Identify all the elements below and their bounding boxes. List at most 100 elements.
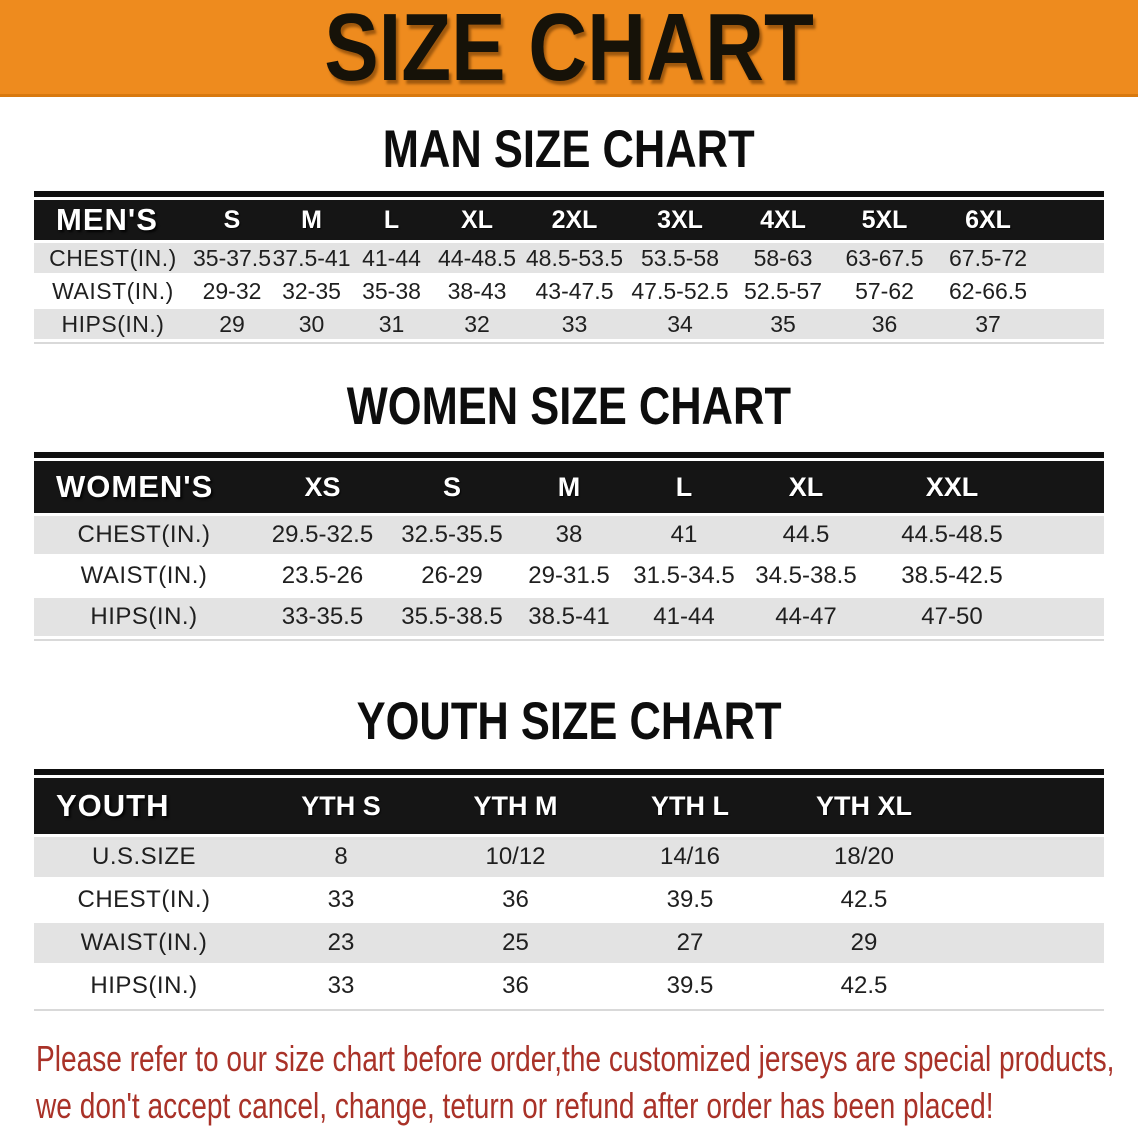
value-cell: 33-35.5: [254, 598, 391, 636]
value-cell: 18/20: [777, 837, 951, 877]
value-cell: 34.5-38.5: [743, 557, 869, 595]
row-label-cell: WAIST(IN.): [34, 276, 192, 306]
value-cell: 36: [833, 309, 936, 339]
disclaimer-line-1: Please refer to our size chart before or…: [36, 1038, 1115, 1079]
disclaimer-row-1: Please refer to our size chart before or…: [36, 1035, 1138, 1082]
value-cell: 33: [254, 880, 428, 920]
measurement-row: WAIST(IN.) 23.5-26 26-29 29-31.5 31.5-34.5 34…: [34, 557, 1104, 595]
column-header-cell: L: [351, 200, 432, 240]
value-cell: 42.5: [777, 966, 951, 1006]
column-header-cell: M: [513, 461, 625, 513]
youth-size-section: YOUTH SIZE CHART YOUTH YTH S YTH M YTH L YTH…: [0, 695, 1138, 1011]
header-filler-cell: [1035, 461, 1104, 513]
value-cell: 62-66.5: [936, 276, 1040, 306]
measurement-row: HIPS(IN.) 29 30 31 32 33 34 35 36 37: [34, 309, 1104, 339]
table-title-cell: YOUTH: [34, 778, 254, 834]
row-label-cell: CHEST(IN.): [34, 516, 254, 554]
value-cell: 36: [428, 966, 603, 1006]
youth-size-table: YOUTH YTH S YTH M YTH L YTH XL U.S.SIZE 8 10/12…: [34, 769, 1104, 1011]
value-cell: 38: [513, 516, 625, 554]
value-cell: 42.5: [777, 880, 951, 920]
measurement-row: CHEST(IN.) 35-37.5 37.5-41 41-44 44-48.5 48.5…: [34, 243, 1104, 273]
column-header-cell: 2XL: [522, 200, 627, 240]
value-cell: 29.5-32.5: [254, 516, 391, 554]
value-cell: 10/12: [428, 837, 603, 877]
size-header-row: WOMEN'S XS S M L XL XXL: [34, 461, 1104, 513]
column-header-cell: YTH L: [603, 778, 777, 834]
measurement-row: HIPS(IN.) 33 36 39.5 42.5: [34, 966, 1104, 1006]
value-cell: 39.5: [603, 880, 777, 920]
row-filler-cell: [1040, 276, 1104, 306]
value-cell: 35: [733, 309, 833, 339]
men-section-heading-wrap: MAN SIZE CHART: [0, 123, 1138, 177]
row-filler-cell: [1040, 243, 1104, 273]
men-size-table: MEN'S S M L XL 2XL 3XL 4XL 5XL 6XL CHEST(IN.) 35-37…: [34, 191, 1104, 344]
column-header-cell: S: [192, 200, 272, 240]
row-filler-cell: [951, 880, 1104, 920]
banner: SIZE CHART: [0, 0, 1138, 97]
value-cell: 44.5: [743, 516, 869, 554]
value-cell: 41: [625, 516, 743, 554]
value-cell: 34: [627, 309, 733, 339]
row-label-cell: WAIST(IN.): [34, 923, 254, 963]
value-cell: 23: [254, 923, 428, 963]
value-cell: 23.5-26: [254, 557, 391, 595]
measurement-row: HIPS(IN.) 33-35.5 35.5-38.5 38.5-41 41-44 44-…: [34, 598, 1104, 636]
disclaimer-line-2: we don't accept cancel, change, teturn o…: [36, 1085, 994, 1126]
header-filler-cell: [951, 778, 1104, 834]
disclaimer: Please refer to our size chart before or…: [0, 1035, 1138, 1129]
value-cell: 32.5-35.5: [391, 516, 513, 554]
column-header-cell: XL: [432, 200, 522, 240]
value-cell: 31.5-34.5: [625, 557, 743, 595]
column-header-cell: XL: [743, 461, 869, 513]
men-size-section: MAN SIZE CHART MEN'S S M L XL 2XL 3XL 4XL 5XL 6XL…: [0, 123, 1138, 344]
value-cell: 30: [272, 309, 351, 339]
value-cell: 57-62: [833, 276, 936, 306]
value-cell: 35-38: [351, 276, 432, 306]
banner-title: SIZE CHART: [324, 0, 814, 97]
row-filler-cell: [1035, 598, 1104, 636]
column-header-cell: S: [391, 461, 513, 513]
youth-section-heading: YOUTH SIZE CHART: [356, 692, 782, 751]
value-cell: 47.5-52.5: [627, 276, 733, 306]
women-section-heading-wrap: WOMEN SIZE CHART: [0, 380, 1138, 434]
row-label-cell: CHEST(IN.): [34, 243, 192, 273]
value-cell: 29: [192, 309, 272, 339]
value-cell: 38-43: [432, 276, 522, 306]
value-cell: 38.5-41: [513, 598, 625, 636]
row-filler-cell: [951, 966, 1104, 1006]
measurement-row: CHEST(IN.) 29.5-32.5 32.5-35.5 38 41 44.5 44.5…: [34, 516, 1104, 554]
column-header-cell: 3XL: [627, 200, 733, 240]
value-cell: 48.5-53.5: [522, 243, 627, 273]
column-header-cell: XS: [254, 461, 391, 513]
value-cell: 29: [777, 923, 951, 963]
value-cell: 41-44: [351, 243, 432, 273]
column-header-cell: YTH M: [428, 778, 603, 834]
value-cell: 29-31.5: [513, 557, 625, 595]
value-cell: 47-50: [869, 598, 1035, 636]
value-cell: 36: [428, 880, 603, 920]
value-cell: 44.5-48.5: [869, 516, 1035, 554]
value-cell: 27: [603, 923, 777, 963]
row-label-cell: U.S.SIZE: [34, 837, 254, 877]
row-label-cell: HIPS(IN.): [34, 966, 254, 1006]
men-section-heading: MAN SIZE CHART: [383, 120, 755, 179]
value-cell: 44-47: [743, 598, 869, 636]
row-label-cell: HIPS(IN.): [34, 309, 192, 339]
column-header-cell: 6XL: [936, 200, 1040, 240]
table-title-cell: MEN'S: [34, 200, 192, 240]
women-size-table: WOMEN'S XS S M L XL XXL CHEST(IN.) 29.5-32.5 32.5…: [34, 452, 1104, 641]
value-cell: 35-37.5: [192, 243, 272, 273]
value-cell: 29-32: [192, 276, 272, 306]
value-cell: 37: [936, 309, 1040, 339]
column-header-cell: 5XL: [833, 200, 936, 240]
size-header-row: YOUTH YTH S YTH M YTH L YTH XL: [34, 778, 1104, 834]
disclaimer-row-2: we don't accept cancel, change, teturn o…: [36, 1082, 1138, 1129]
column-header-cell: XXL: [869, 461, 1035, 513]
value-cell: 53.5-58: [627, 243, 733, 273]
value-cell: 41-44: [625, 598, 743, 636]
row-filler-cell: [951, 923, 1104, 963]
measurement-row: WAIST(IN.) 23 25 27 29: [34, 923, 1104, 963]
value-cell: 32: [432, 309, 522, 339]
value-cell: 44-48.5: [432, 243, 522, 273]
